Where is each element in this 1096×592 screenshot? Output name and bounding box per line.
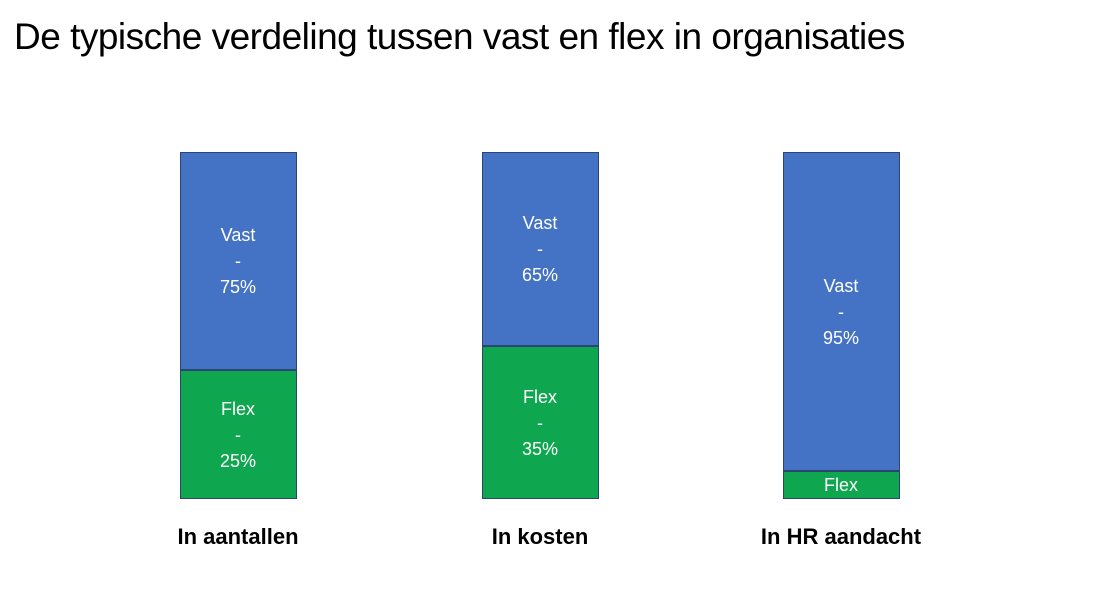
segment-label: Vast bbox=[522, 213, 558, 233]
segment-dash: - bbox=[537, 412, 543, 433]
bar-segment-flex: Flex - 25% bbox=[179, 370, 297, 499]
bar-segment-vast: Vast - 95% bbox=[782, 152, 900, 471]
segment-label: Vast bbox=[220, 225, 256, 245]
bar-column-kosten: Vast - 65% Flex - 35% In kosten bbox=[390, 152, 690, 550]
stacked-bar: Vast - 75% Flex - 25% bbox=[179, 152, 297, 499]
segment-value: 35% bbox=[521, 438, 559, 459]
segment-value: 65% bbox=[521, 265, 559, 285]
segment-label: Flex bbox=[220, 398, 255, 419]
page-title: De typische verdeling tussen vast en fle… bbox=[14, 16, 905, 57]
segment-value: 75% bbox=[219, 277, 257, 297]
category-label-hr-aandacht: In HR aandacht bbox=[760, 524, 922, 549]
bar-segment-vast: Vast - 75% bbox=[179, 152, 297, 370]
segment-value: 95% bbox=[822, 327, 860, 348]
bar-column-hr-aandacht: Vast - 95% Flex In HR aandacht bbox=[691, 152, 991, 550]
segment-value: 25% bbox=[219, 450, 257, 471]
category-label-kosten: In kosten bbox=[491, 524, 589, 549]
stacked-bar: Vast - 65% Flex - 35% bbox=[481, 152, 599, 499]
bar-segment-vast: Vast - 65% bbox=[481, 152, 599, 346]
category-label-aantallen: In aantallen bbox=[177, 524, 299, 549]
segment-label: Vast bbox=[823, 275, 859, 296]
bar-segment-flex: Flex - 35% bbox=[481, 346, 599, 499]
stacked-bar: Vast - 95% Flex bbox=[782, 152, 900, 499]
segment-label: Flex bbox=[522, 386, 557, 407]
segment-dash: - bbox=[537, 239, 543, 259]
segment-dash: - bbox=[235, 251, 241, 271]
segment-dash: - bbox=[235, 424, 241, 445]
segment-label: Flex bbox=[823, 475, 858, 495]
bar-segment-flex: Flex bbox=[782, 471, 900, 499]
segment-dash: - bbox=[838, 301, 844, 322]
bar-column-aantallen: Vast - 75% Flex - 25% In aantallen bbox=[88, 152, 388, 550]
